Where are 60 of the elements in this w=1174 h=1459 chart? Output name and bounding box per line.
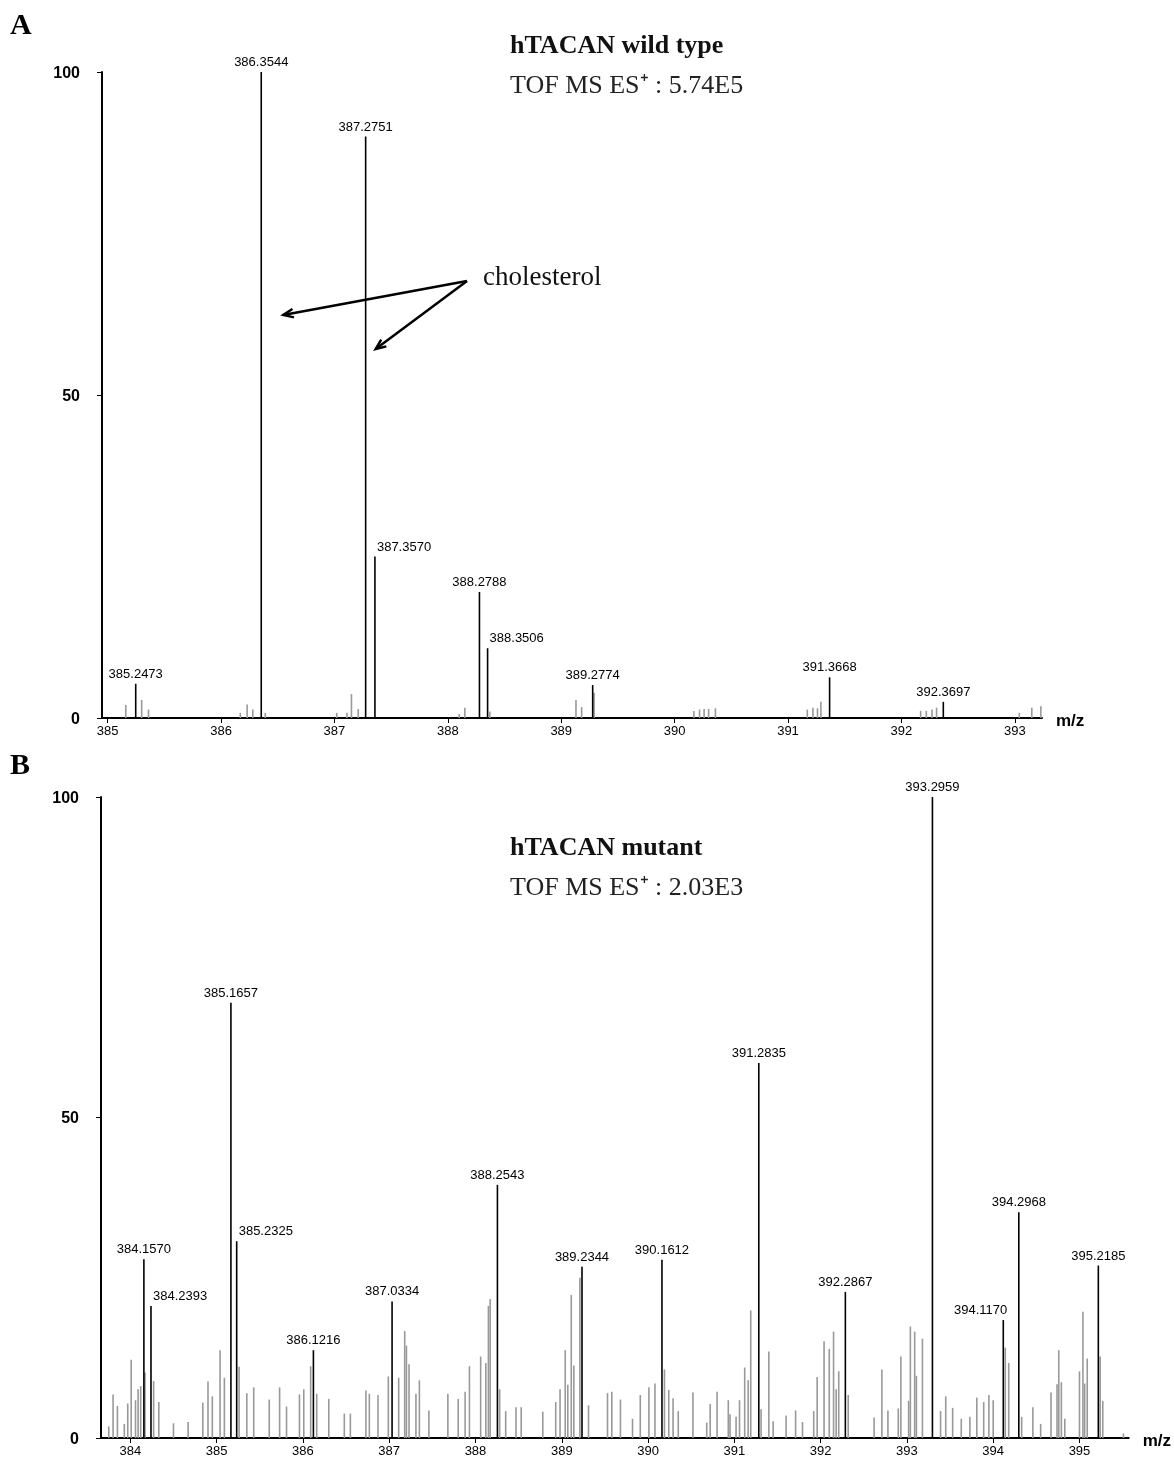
annotation: 389.2774 <box>565 667 620 683</box>
annotation: 387.3570 <box>376 538 432 554</box>
annotation: 394.1170 <box>954 1302 1008 1318</box>
y-tick-label: 0 <box>71 709 81 727</box>
annotation: 391.3668 <box>802 659 857 675</box>
x-tick-label: 389 <box>550 1443 573 1458</box>
x-tick-label: 385 <box>96 723 119 738</box>
text: hTACAN mutant <box>510 831 703 861</box>
x-tick-label: 390 <box>663 723 686 738</box>
annotation: 393.2959 <box>905 779 960 794</box>
x-tick-label: 384 <box>119 1443 142 1458</box>
annotation: 385.2473 <box>108 665 163 681</box>
x-tick-label: 388 <box>436 723 459 738</box>
x-tick-label: 386 <box>292 1443 314 1458</box>
x-tick-label: 386 <box>210 723 232 738</box>
x-tick-label: 388 <box>464 1443 487 1458</box>
x-tick-label: 395 <box>1068 1443 1091 1458</box>
annotation: 387.2751 <box>338 118 393 134</box>
annotation: 387.0334 <box>364 1283 420 1299</box>
x-tick-label: 391 <box>777 723 799 738</box>
annotation: 388.2543 <box>470 1166 525 1182</box>
y-tick-label: 50 <box>62 386 81 404</box>
y-tick-label: 100 <box>53 63 81 81</box>
x-tick-label: 394 <box>982 1443 1005 1458</box>
annotation: 386.3544 <box>234 54 289 69</box>
annotation: 395.2185 <box>1071 1247 1126 1263</box>
annotation: 392.2867 <box>818 1273 873 1289</box>
y-tick-label: 0 <box>70 1429 80 1447</box>
annotation: 394.2968 <box>991 1194 1046 1210</box>
annotation: 388.3506 <box>489 630 544 646</box>
chart-title: hTACAN wild type <box>510 29 724 59</box>
x-tick-label: 385 <box>205 1443 228 1458</box>
annotation: cholesterol <box>483 260 602 291</box>
x-tick-label: 387 <box>323 723 346 738</box>
annotation: 388.2788 <box>452 574 507 590</box>
x-tick-label: 389 <box>550 723 573 738</box>
annotation: 386.1216 <box>286 1332 341 1348</box>
x-axis-title: m/z <box>1056 711 1085 730</box>
x-tick-label: 387 <box>378 1443 401 1458</box>
x-tick-label: 393 <box>1003 723 1026 738</box>
text: TOF MS ES⁺ : 2.03E3 <box>510 871 744 901</box>
x-tick-label: 393 <box>896 1443 918 1458</box>
annotation: 389.2344 <box>554 1248 610 1264</box>
chart-subtitle: TOF MS ES⁺ : 5.74E5 <box>510 69 744 99</box>
x-tick-label: 391 <box>723 1443 746 1458</box>
annotation: 385.2325 <box>238 1223 293 1239</box>
annotation: 390.1612 <box>634 1241 690 1257</box>
annotation: 391.2835 <box>731 1045 786 1061</box>
x-axis-title: m/z <box>1142 1431 1171 1450</box>
text: A <box>10 6 32 40</box>
x-tick-label: 392 <box>809 1443 832 1458</box>
y-tick-label: 100 <box>52 788 80 806</box>
annotation: 384.1570 <box>116 1241 171 1257</box>
text: B <box>10 746 31 780</box>
x-tick-label: 392 <box>890 723 913 738</box>
annotation: 384.2393 <box>152 1287 208 1303</box>
x-tick-label: 390 <box>637 1443 659 1458</box>
annotation: 385.1657 <box>203 984 259 1000</box>
annotation: 392.3697 <box>916 683 971 699</box>
y-tick-label: 50 <box>61 1109 80 1126</box>
